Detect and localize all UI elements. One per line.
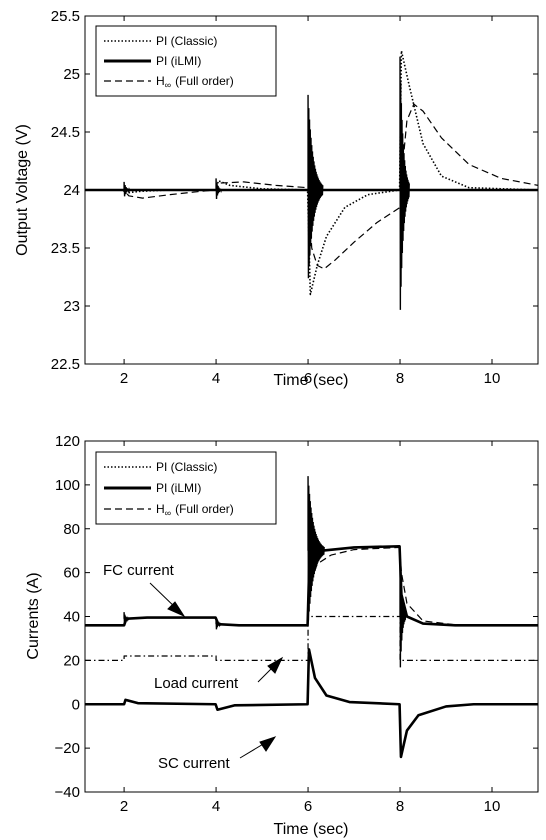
x-tick-label: 4 xyxy=(212,798,220,815)
legend-label-hinf-rest: (Full order) xyxy=(175,74,234,88)
y-tick-label: 22.5 xyxy=(51,356,80,373)
series-line-sc-current xyxy=(85,648,538,759)
annotation-fc-current: FC current xyxy=(103,562,175,579)
series-oscillation-pi-ilmi xyxy=(85,94,324,279)
arrow-sc-head xyxy=(259,736,277,752)
y-tick-label: 120 xyxy=(55,433,80,450)
y-tick-label: 20 xyxy=(63,652,80,669)
legend2-label-pi-classic: PI (Classic) xyxy=(156,460,217,474)
x-tick-label: 4 xyxy=(212,370,220,387)
x-tick-label: 10 xyxy=(484,798,501,815)
current-plot: 2 4 6 8 10 −40 −20 0 20 40 60 80 100 120 Time (sec) C… xyxy=(25,433,539,838)
legend2-label-pi-ilmi: PI (iLMI) xyxy=(156,481,201,495)
x-tick-label: 6 xyxy=(304,370,312,387)
legend-label-pi-ilmi: PI (iLMI) xyxy=(156,54,201,68)
series-oscillation-fc-current xyxy=(399,555,407,668)
y-tick-label: 60 xyxy=(63,565,80,582)
y-tick-label: 23 xyxy=(63,298,80,315)
series-line-h-full-order xyxy=(306,546,539,626)
series-oscillation-pi-ilmi xyxy=(85,56,410,310)
current-axis-ticks: 2 4 6 8 10 −40 −20 0 20 40 60 80 100 120 xyxy=(55,433,538,815)
current-series xyxy=(85,476,539,759)
y-tick-label: −20 xyxy=(55,740,80,757)
current-y-label: Currents (A) xyxy=(25,572,42,659)
y-tick-label: 23.5 xyxy=(51,240,80,257)
x-tick-label: 8 xyxy=(396,370,404,387)
legend2-label-hinf: H∞ (Full order) xyxy=(156,502,234,518)
annotation-arrows xyxy=(149,582,284,759)
series-line-load-current xyxy=(85,615,538,661)
series-line-h-full-order xyxy=(85,103,539,270)
y-tick-label: 40 xyxy=(63,609,80,626)
x-tick-label: 6 xyxy=(304,798,312,815)
legend2-label-hinf-sub: ∞ xyxy=(165,508,171,518)
legend2-label-hinf-rest: (Full order) xyxy=(175,502,234,516)
voltage-y-label: Output Voltage (V) xyxy=(14,124,31,256)
series-oscillation-fc-current xyxy=(215,617,222,630)
current-x-label: Time (sec) xyxy=(274,821,349,838)
arrow-fc-head xyxy=(167,601,186,618)
series-line-pi-classic xyxy=(85,50,539,296)
y-tick-label: −40 xyxy=(55,784,80,801)
y-tick-label: 0 xyxy=(72,696,80,713)
y-tick-label: 80 xyxy=(63,521,80,538)
legend-label-pi-classic: PI (Classic) xyxy=(156,34,217,48)
voltage-legend: PI (Classic) PI (iLMI) H∞ (Full order) xyxy=(95,25,277,97)
x-tick-label: 2 xyxy=(120,798,128,815)
legend-label-hinf: H∞ (Full order) xyxy=(156,74,234,90)
y-tick-label: 24 xyxy=(63,182,80,199)
y-tick-label: 100 xyxy=(55,477,80,494)
y-tick-label: 24.5 xyxy=(51,124,80,141)
voltage-x-label: Time (sec) xyxy=(274,372,349,389)
legend2-label-hinf-h: H xyxy=(156,502,165,516)
series-oscillation-fc-current xyxy=(307,476,325,621)
annotation-load-current: Load current xyxy=(154,675,239,692)
series-oscillation-fc-current xyxy=(123,612,130,624)
voltage-series xyxy=(85,50,539,310)
x-tick-label: 2 xyxy=(120,370,128,387)
y-tick-label: 25.5 xyxy=(51,8,80,25)
legend-label-hinf-h: H xyxy=(156,74,165,88)
annotation-sc-current: SC current xyxy=(158,755,231,772)
arrow-load-head xyxy=(267,656,284,674)
current-legend: PI (Classic) PI (iLMI) H∞ (Full order) xyxy=(95,451,277,525)
y-tick-label: 25 xyxy=(63,66,80,83)
x-tick-label: 8 xyxy=(396,798,404,815)
x-tick-label: 10 xyxy=(484,370,501,387)
legend-label-hinf-sub: ∞ xyxy=(165,80,171,90)
